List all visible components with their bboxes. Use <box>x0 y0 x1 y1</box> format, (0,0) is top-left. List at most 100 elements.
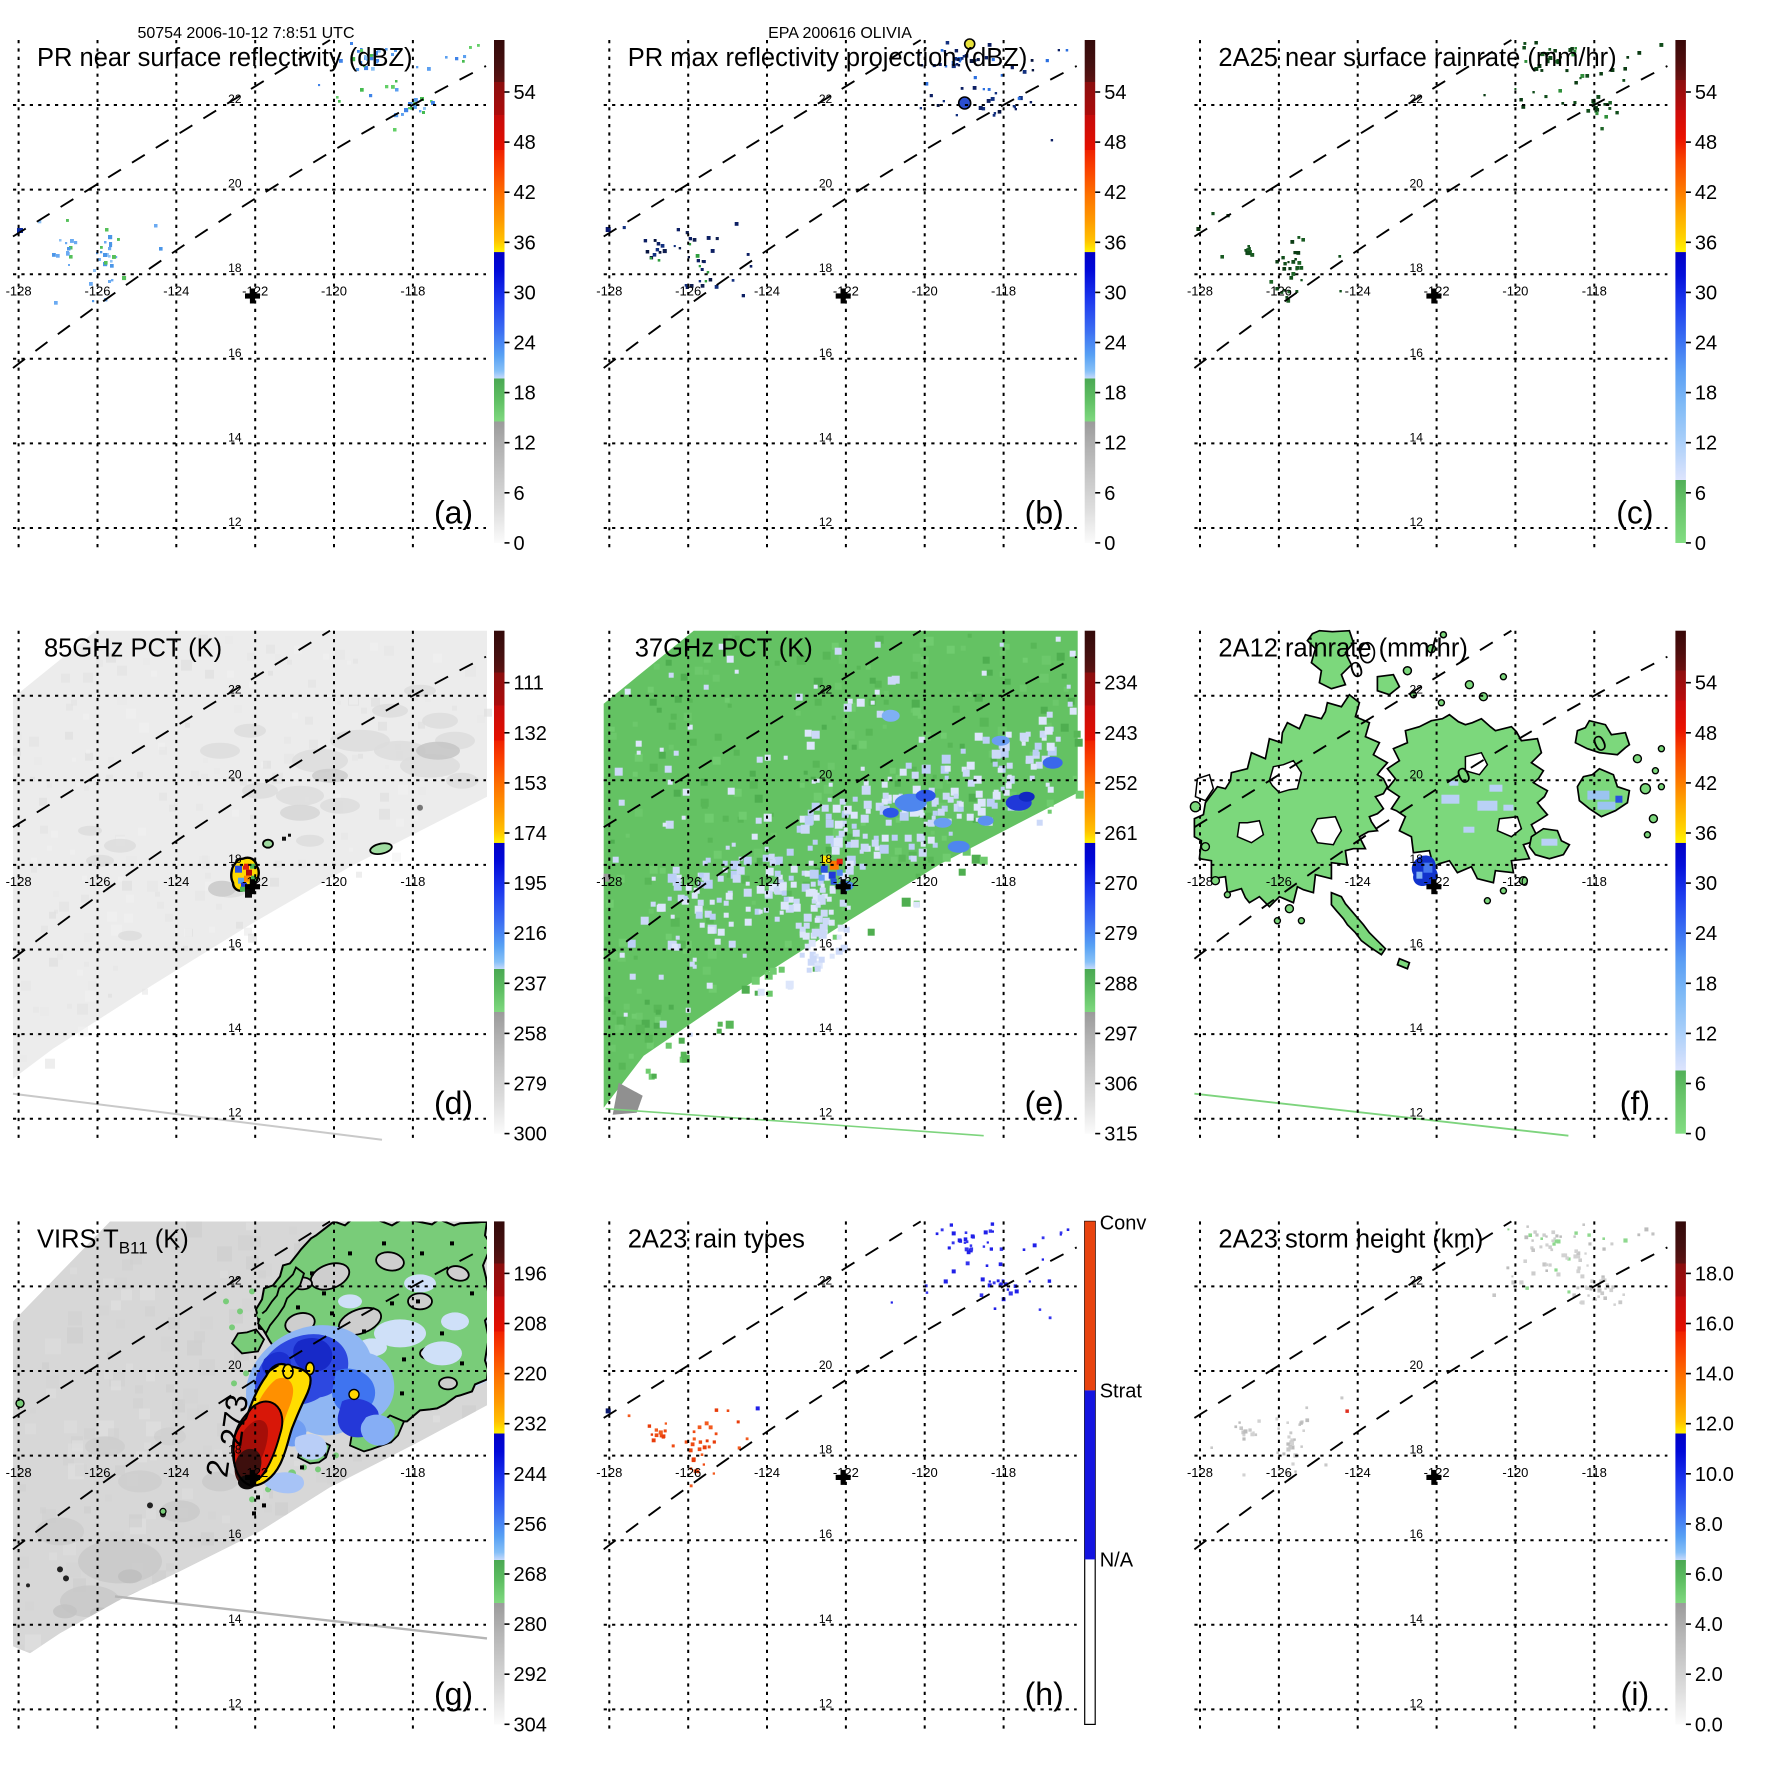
svg-text:Strat: Strat <box>1100 1380 1143 1402</box>
svg-text:220: 220 <box>514 1364 547 1386</box>
svg-text:54: 54 <box>514 82 536 104</box>
svg-text:48: 48 <box>1695 723 1717 745</box>
svg-text:315: 315 <box>1104 1124 1137 1146</box>
svg-text:VIRS TB11 (K): VIRS TB11 (K) <box>37 1225 189 1257</box>
svg-text:(c): (c) <box>1616 495 1653 531</box>
svg-text:0: 0 <box>1104 533 1115 555</box>
svg-text:48: 48 <box>1104 132 1126 154</box>
svg-text:50754 2006-10-12 7:8:51 UTC: 50754 2006-10-12 7:8:51 UTC <box>137 25 354 42</box>
svg-text:2.0: 2.0 <box>1695 1664 1723 1686</box>
svg-text:153: 153 <box>514 773 547 795</box>
svg-text:237: 237 <box>514 973 547 995</box>
svg-text:2A23 rain types: 2A23 rain types <box>628 1225 805 1253</box>
svg-text:12: 12 <box>1104 433 1126 455</box>
svg-text:(d): (d) <box>434 1085 473 1121</box>
svg-text:36: 36 <box>1695 823 1717 845</box>
svg-text:(e): (e) <box>1025 1085 1064 1121</box>
svg-text:261: 261 <box>1104 823 1137 845</box>
svg-text:16.0: 16.0 <box>1695 1314 1734 1336</box>
svg-text:12: 12 <box>1695 433 1717 455</box>
svg-text:232: 232 <box>514 1414 547 1436</box>
svg-text:42: 42 <box>1695 773 1717 795</box>
svg-text:306: 306 <box>1104 1074 1137 1096</box>
svg-text:18: 18 <box>1695 383 1717 405</box>
svg-text:12: 12 <box>514 433 536 455</box>
svg-text:244: 244 <box>514 1464 547 1486</box>
svg-text:42: 42 <box>1104 182 1126 204</box>
svg-text:6.0: 6.0 <box>1695 1564 1723 1586</box>
svg-text:PR max reflectivity projection: PR max reflectivity projection (dBZ) <box>628 44 1028 72</box>
svg-text:8.0: 8.0 <box>1695 1514 1723 1536</box>
svg-text:0: 0 <box>1695 533 1706 555</box>
svg-text:PR near surface reflectivity (: PR near surface reflectivity (dBZ) <box>37 44 413 72</box>
svg-text:18: 18 <box>1695 973 1717 995</box>
svg-text:42: 42 <box>1695 182 1717 204</box>
svg-text:(h): (h) <box>1025 1676 1064 1712</box>
svg-text:270: 270 <box>1104 873 1137 895</box>
svg-text:(b): (b) <box>1025 495 1064 531</box>
svg-text:300: 300 <box>514 1124 547 1146</box>
svg-text:36: 36 <box>514 232 536 254</box>
svg-text:216: 216 <box>514 923 547 945</box>
svg-text:132: 132 <box>514 723 547 745</box>
svg-text:288: 288 <box>1104 973 1137 995</box>
svg-text:292: 292 <box>514 1664 547 1686</box>
svg-text:2: 2 <box>199 1457 236 1479</box>
svg-text:(a): (a) <box>434 495 473 531</box>
svg-text:195: 195 <box>514 873 547 895</box>
svg-text:14.0: 14.0 <box>1695 1364 1734 1386</box>
svg-text:36: 36 <box>1695 232 1717 254</box>
svg-text:18: 18 <box>514 383 536 405</box>
svg-text:6: 6 <box>514 483 525 505</box>
svg-text:24: 24 <box>514 333 536 355</box>
svg-text:0: 0 <box>1695 1124 1706 1146</box>
svg-text:273: 273 <box>213 1392 255 1448</box>
svg-text:30: 30 <box>1695 873 1717 895</box>
svg-text:EPA 200616 OLIVIA: EPA 200616 OLIVIA <box>768 25 912 42</box>
svg-text:12.0: 12.0 <box>1695 1414 1734 1436</box>
svg-text:6: 6 <box>1695 1074 1706 1096</box>
svg-text:2A23 storm height (km): 2A23 storm height (km) <box>1218 1225 1483 1253</box>
svg-text:18: 18 <box>1104 383 1126 405</box>
svg-text:54: 54 <box>1695 673 1717 695</box>
svg-text:279: 279 <box>514 1074 547 1096</box>
svg-text:208: 208 <box>514 1314 547 1336</box>
svg-text:42: 42 <box>514 182 536 204</box>
svg-text:48: 48 <box>514 132 536 154</box>
svg-text:4.0: 4.0 <box>1695 1614 1723 1636</box>
svg-text:10.0: 10.0 <box>1695 1464 1734 1486</box>
svg-text:6: 6 <box>1695 483 1706 505</box>
svg-text:196: 196 <box>514 1263 547 1285</box>
svg-text:268: 268 <box>514 1564 547 1586</box>
svg-text:2A12 rainrate (mm/hr): 2A12 rainrate (mm/hr) <box>1218 635 1467 663</box>
svg-text:0.0: 0.0 <box>1695 1714 1723 1736</box>
svg-text:Conv: Conv <box>1100 1212 1147 1234</box>
svg-text:30: 30 <box>514 282 536 304</box>
svg-text:36: 36 <box>1104 232 1126 254</box>
svg-text:12: 12 <box>1695 1023 1717 1045</box>
svg-text:279: 279 <box>1104 923 1137 945</box>
svg-text:54: 54 <box>1695 82 1717 104</box>
svg-text:24: 24 <box>1695 923 1717 945</box>
svg-text:234: 234 <box>1104 673 1137 695</box>
svg-text:48: 48 <box>1695 132 1717 154</box>
svg-text:297: 297 <box>1104 1023 1137 1045</box>
svg-text:54: 54 <box>1104 82 1126 104</box>
svg-text:N/A: N/A <box>1100 1549 1134 1571</box>
svg-text:256: 256 <box>514 1514 547 1536</box>
svg-text:304: 304 <box>514 1714 547 1736</box>
svg-text:243: 243 <box>1104 723 1137 745</box>
svg-text:37GHz PCT (K): 37GHz PCT (K) <box>635 635 813 663</box>
svg-text:258: 258 <box>514 1023 547 1045</box>
svg-text:0: 0 <box>514 533 525 555</box>
svg-text:2A25 near surface rainrate (mm: 2A25 near surface rainrate (mm/hr) <box>1218 44 1616 72</box>
svg-text:174: 174 <box>514 823 547 845</box>
svg-text:30: 30 <box>1695 282 1717 304</box>
svg-text:30: 30 <box>1104 282 1126 304</box>
svg-text:252: 252 <box>1104 773 1137 795</box>
svg-text:6: 6 <box>1104 483 1115 505</box>
svg-text:111: 111 <box>514 673 544 695</box>
svg-text:18.0: 18.0 <box>1695 1263 1734 1285</box>
svg-text:85GHz PCT (K): 85GHz PCT (K) <box>44 635 222 663</box>
svg-text:24: 24 <box>1104 333 1126 355</box>
